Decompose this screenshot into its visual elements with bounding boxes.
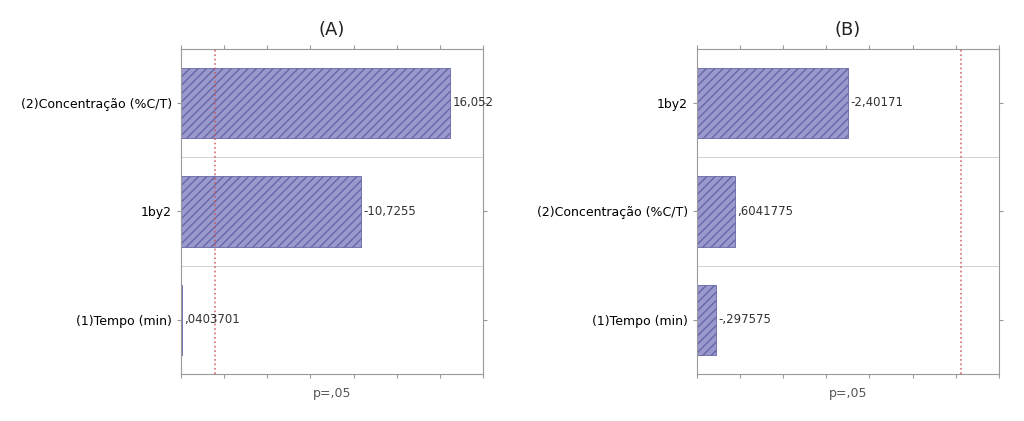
Bar — [696, 285, 716, 355]
Title: (B): (B) — [835, 21, 861, 39]
X-axis label: p=,05: p=,05 — [828, 387, 867, 400]
Bar — [696, 176, 735, 247]
Title: (A): (A) — [318, 21, 345, 39]
Text: 16,052: 16,052 — [453, 96, 494, 109]
Text: -2,40171: -2,40171 — [850, 96, 903, 109]
Bar — [181, 176, 361, 247]
Bar — [181, 68, 451, 138]
X-axis label: p=,05: p=,05 — [313, 387, 351, 400]
Text: ,0403701: ,0403701 — [184, 313, 240, 326]
Bar — [696, 68, 848, 138]
Text: -,297575: -,297575 — [718, 313, 771, 326]
Text: ,6041775: ,6041775 — [737, 205, 794, 218]
Text: -10,7255: -10,7255 — [364, 205, 416, 218]
